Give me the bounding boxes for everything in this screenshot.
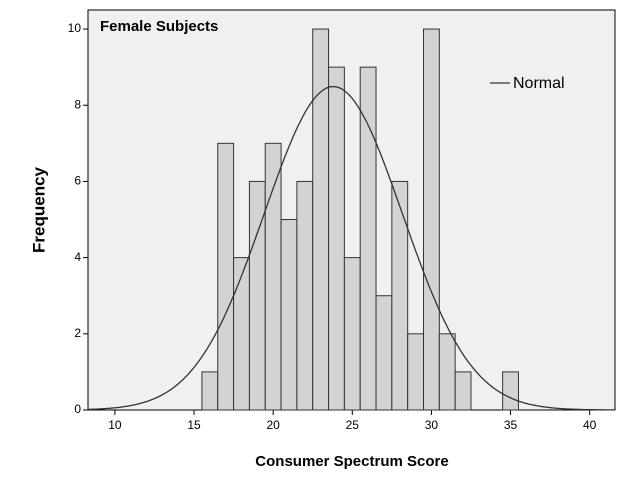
bar: [201, 371, 219, 411]
bar: [233, 257, 250, 411]
normal-curve: [87, 85, 615, 411]
x-tick-label: 40: [583, 418, 597, 432]
bar: [264, 142, 282, 411]
legend-label: Normal: [513, 75, 565, 92]
y-tick-label: 4: [74, 250, 81, 264]
y-tick-label: 0: [74, 402, 81, 416]
bar: [217, 142, 235, 411]
x-tick-label: 10: [108, 418, 122, 432]
x-tick-label: 25: [346, 418, 360, 432]
x-tick-label: 20: [266, 418, 280, 432]
chart-title: Female Subjects: [100, 18, 218, 35]
bar: [328, 66, 345, 411]
bar: [502, 371, 519, 411]
y-tick-label: 6: [74, 174, 81, 188]
bar: [359, 66, 377, 411]
x-tick-label: 15: [187, 418, 201, 432]
x-axis-label: Consumer Spectrum Score: [255, 453, 448, 470]
bar: [391, 180, 409, 411]
y-tick-label: 2: [74, 326, 81, 340]
x-tick-label: 30: [425, 418, 439, 432]
bar: [454, 371, 472, 411]
bar: [407, 333, 425, 411]
bar: [312, 28, 330, 411]
y-axis-label: Frequency: [29, 166, 48, 253]
bar: [375, 295, 393, 411]
bar: [423, 28, 440, 411]
bar: [343, 257, 361, 411]
bar: [296, 180, 314, 411]
y-tick-label: 10: [68, 21, 82, 35]
y-tick-label: 8: [74, 97, 81, 111]
bar: [438, 333, 456, 411]
x-tick-label: 35: [504, 418, 518, 432]
bar: [280, 219, 298, 411]
